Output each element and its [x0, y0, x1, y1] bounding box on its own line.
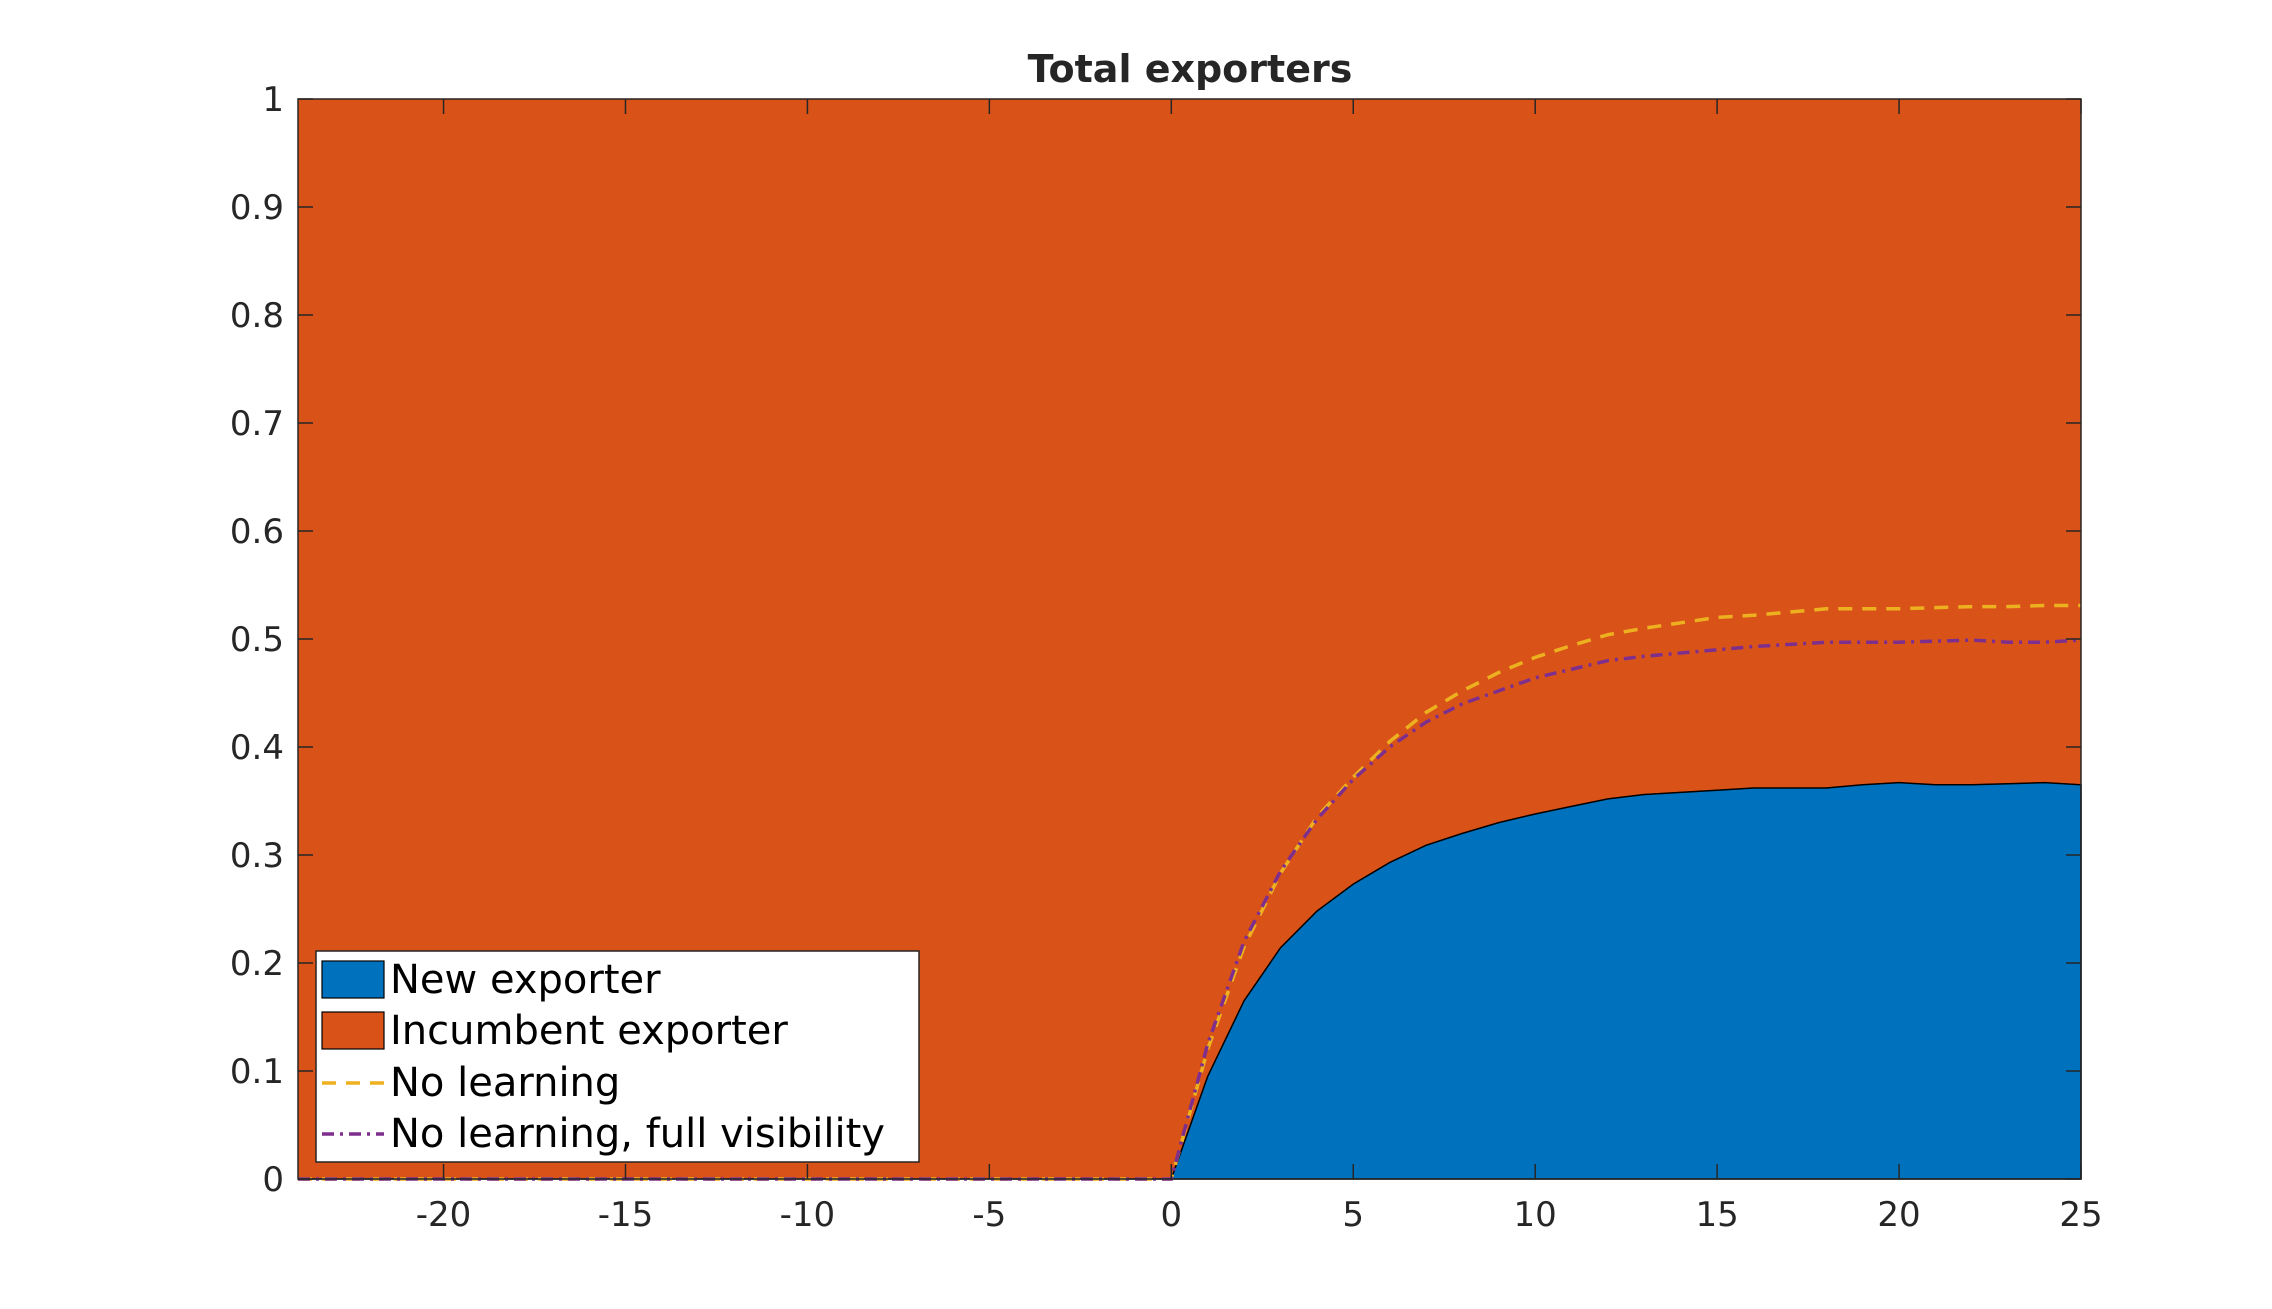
y-tick-label: 0.4 — [230, 728, 284, 768]
y-tick-label: 1 — [262, 80, 284, 120]
y-tick-label: 0.6 — [230, 512, 284, 552]
axis-ticks: -20 -15 -10 -5 0 5 10 15 20 25 0 0.1 0.2 0.3 0.4 0.5 0.6… — [230, 80, 2103, 1235]
y-tick-label: 0.2 — [230, 944, 284, 984]
y-tick-label: 0.9 — [230, 188, 284, 228]
x-tick-label: 10 — [1514, 1195, 1557, 1235]
x-tick-label: 20 — [1877, 1195, 1920, 1235]
y-tick-label: 0 — [262, 1160, 284, 1200]
x-tick-label: 25 — [2059, 1195, 2102, 1235]
legend-label-new-exporter: New exporter — [390, 957, 661, 1003]
x-tick-label: -20 — [416, 1195, 472, 1235]
legend-label-full-visibility: No learning, full visibility — [390, 1111, 885, 1157]
y-tick-label: 0.8 — [230, 296, 284, 336]
legend-label-incumbent-exporter: Incumbent exporter — [390, 1008, 788, 1054]
legend-box — [315, 950, 920, 1163]
chart-title: Total exporters — [1028, 47, 1353, 91]
legend-label-no-learning: No learning — [390, 1060, 620, 1106]
legend-swatch-new-exporter — [321, 960, 385, 999]
x-tick-label: -10 — [780, 1195, 836, 1235]
y-tick-label: 0.5 — [230, 620, 284, 660]
y-tick-label: 0.7 — [230, 404, 284, 444]
x-tick-label: -5 — [972, 1195, 1006, 1235]
y-tick-label: 0.1 — [230, 1052, 284, 1092]
x-tick-label: 5 — [1342, 1195, 1364, 1235]
legend: New exporter Incumbent exporter No learn… — [315, 950, 920, 1163]
x-tick-label: 0 — [1160, 1195, 1182, 1235]
legend-swatch-incumbent-exporter — [321, 1011, 385, 1050]
line-no-learning-full-visibility — [298, 638, 2082, 1181]
x-tick-label: -15 — [598, 1195, 654, 1235]
area-new-exporter — [298, 781, 2082, 1180]
x-tick-label: 15 — [1695, 1195, 1738, 1235]
y-tick-label: 0.3 — [230, 836, 284, 876]
line-no-learning — [298, 603, 2081, 1181]
